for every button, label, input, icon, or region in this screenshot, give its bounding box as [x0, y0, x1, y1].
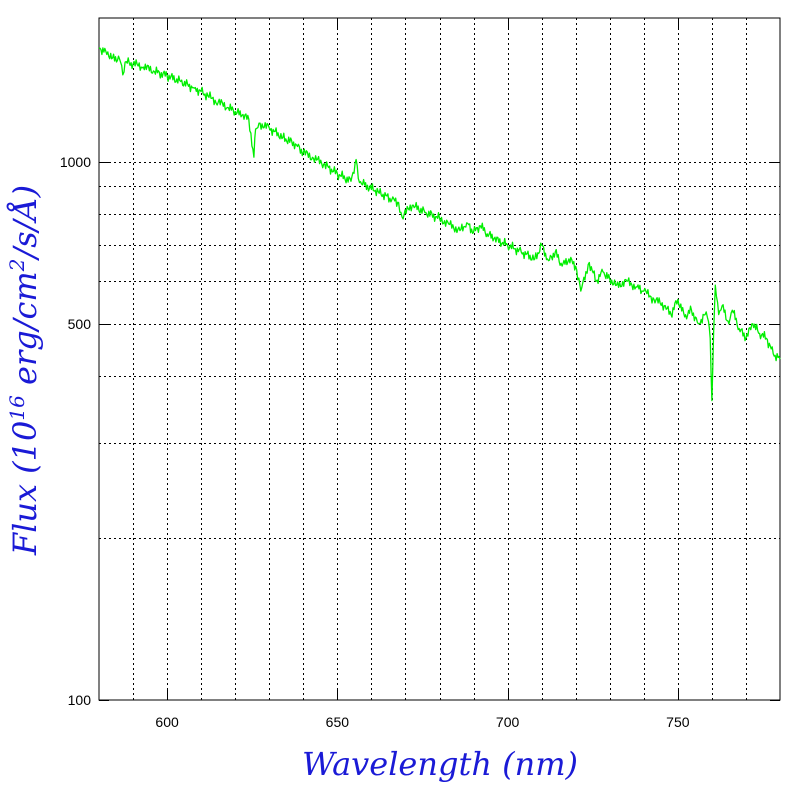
x-tick-label: 650 — [326, 714, 350, 730]
axis-ticks — [99, 18, 780, 701]
x-tick-label: 600 — [155, 714, 179, 730]
y-tick-label: 500 — [68, 316, 92, 332]
x-tick-label: 700 — [496, 714, 520, 730]
y-axis-title-exp1: 16 — [5, 395, 29, 421]
y-axis-title-lead: Flux (10 — [6, 421, 44, 556]
y-tick-label: 1000 — [60, 154, 91, 170]
x-axis-title: Wavelength (nm) — [302, 745, 578, 783]
y-axis-title-exp2: 2 — [5, 258, 29, 272]
x-tick-label: 750 — [666, 714, 690, 730]
y-axis-title-mid: erg/cm — [6, 271, 44, 395]
y-axis-title: Flux (1016 erg/cm2/s/Å) — [5, 185, 44, 556]
flux-series-line — [98, 47, 781, 402]
grid-lines — [99, 18, 780, 700]
y-tick-label: 100 — [68, 692, 92, 708]
tick-labels: 600 650 700 750 100 500 1000 — [60, 154, 690, 730]
y-axis-title-tail: /s/Å) — [6, 185, 44, 262]
